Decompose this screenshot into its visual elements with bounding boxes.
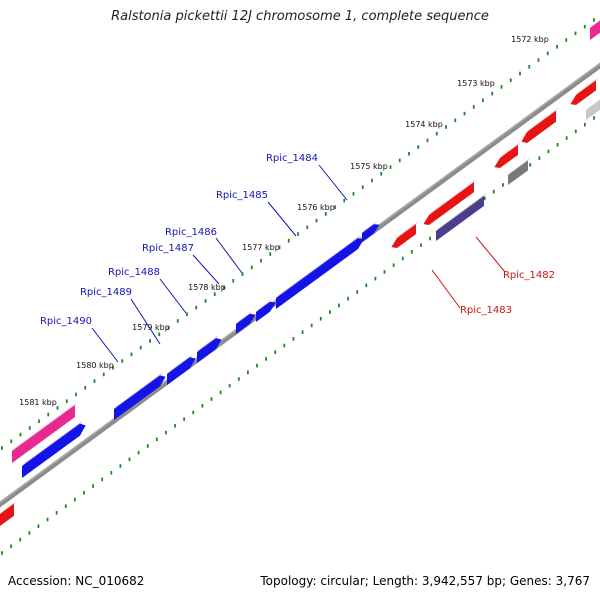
gene-label: Rpic_1489 — [80, 287, 132, 298]
gene-rpic-1489 — [114, 372, 166, 420]
genes — [0, 19, 600, 526]
gene-label: Rpic_1488 — [108, 267, 160, 278]
gene-labels: Rpic_1484 Rpic_1485 Rpic_1486 Rpic_1487 Rpic… — [40, 153, 555, 363]
gene-left-red — [0, 500, 17, 526]
gray-feature — [508, 157, 531, 185]
gene-rpic-1482 — [436, 192, 487, 241]
gene-rpic-1485 — [256, 298, 276, 322]
leader-line — [192, 254, 220, 285]
gene-rpic-1486 — [236, 310, 256, 334]
leader-line — [159, 278, 187, 314]
kbp-tick-label: 1579 kbp — [132, 323, 170, 332]
gene-red-small — [494, 141, 521, 168]
leader-line — [267, 201, 297, 237]
gene-label: Rpic_1482 — [503, 270, 555, 281]
pink-feature-top — [590, 19, 600, 40]
accession-label: Accession: NC_010682 — [8, 574, 145, 588]
gene-label: Rpic_1486 — [165, 227, 217, 238]
leader-line — [318, 164, 348, 201]
gene-label: Rpic_1484 — [266, 153, 318, 164]
gene-label: Rpic_1490 — [40, 316, 92, 327]
gene-rpic-1490 — [22, 420, 86, 478]
leader-line — [91, 327, 119, 363]
gene-label: Rpic_1485 — [216, 190, 268, 201]
kbp-tick-label: 1573 kbp — [457, 79, 495, 88]
leader-line — [215, 237, 243, 274]
kbp-labels: 1572 kbp 1573 kbp 1574 kbp 1575 kbp 1576 kbp… — [19, 35, 549, 407]
kbp-tick-label: 1577 kbp — [242, 243, 280, 252]
leader-line — [475, 236, 506, 273]
pink-feature — [12, 401, 78, 463]
light-gray-feature — [586, 98, 600, 120]
kbp-tick-label: 1574 kbp — [405, 120, 443, 129]
kbp-tick-label: 1581 kbp — [19, 398, 57, 407]
gene-red-far — [570, 77, 599, 105]
kbp-tick-label: 1580 kbp — [76, 361, 114, 370]
topology-summary: Topology: circular; Length: 3,942,557 bp… — [260, 574, 590, 588]
leader-line — [130, 298, 161, 345]
kbp-tick-label: 1575 kbp — [350, 162, 388, 171]
gene-red-right — [521, 107, 559, 143]
kbp-tick-label: 1578 kbp — [188, 283, 226, 292]
gene-label: Rpic_1483 — [460, 305, 512, 316]
kbp-tick-label: 1576 kbp — [297, 203, 335, 212]
gene-rpic-1488 — [167, 354, 196, 385]
kbp-tick-label: 1572 kbp — [511, 35, 549, 44]
gene-rpic-1487 — [197, 335, 222, 363]
gene-rpic-1483 — [391, 221, 419, 248]
gene-rpic-1484b — [362, 221, 380, 242]
gene-label: Rpic_1487 — [142, 243, 194, 254]
leader-line — [431, 269, 461, 309]
gene-red-long — [423, 179, 477, 225]
map-title: Ralstonia pickettii 12J chromosome 1, co… — [111, 9, 489, 24]
gene-rpic-1484 — [276, 235, 364, 309]
